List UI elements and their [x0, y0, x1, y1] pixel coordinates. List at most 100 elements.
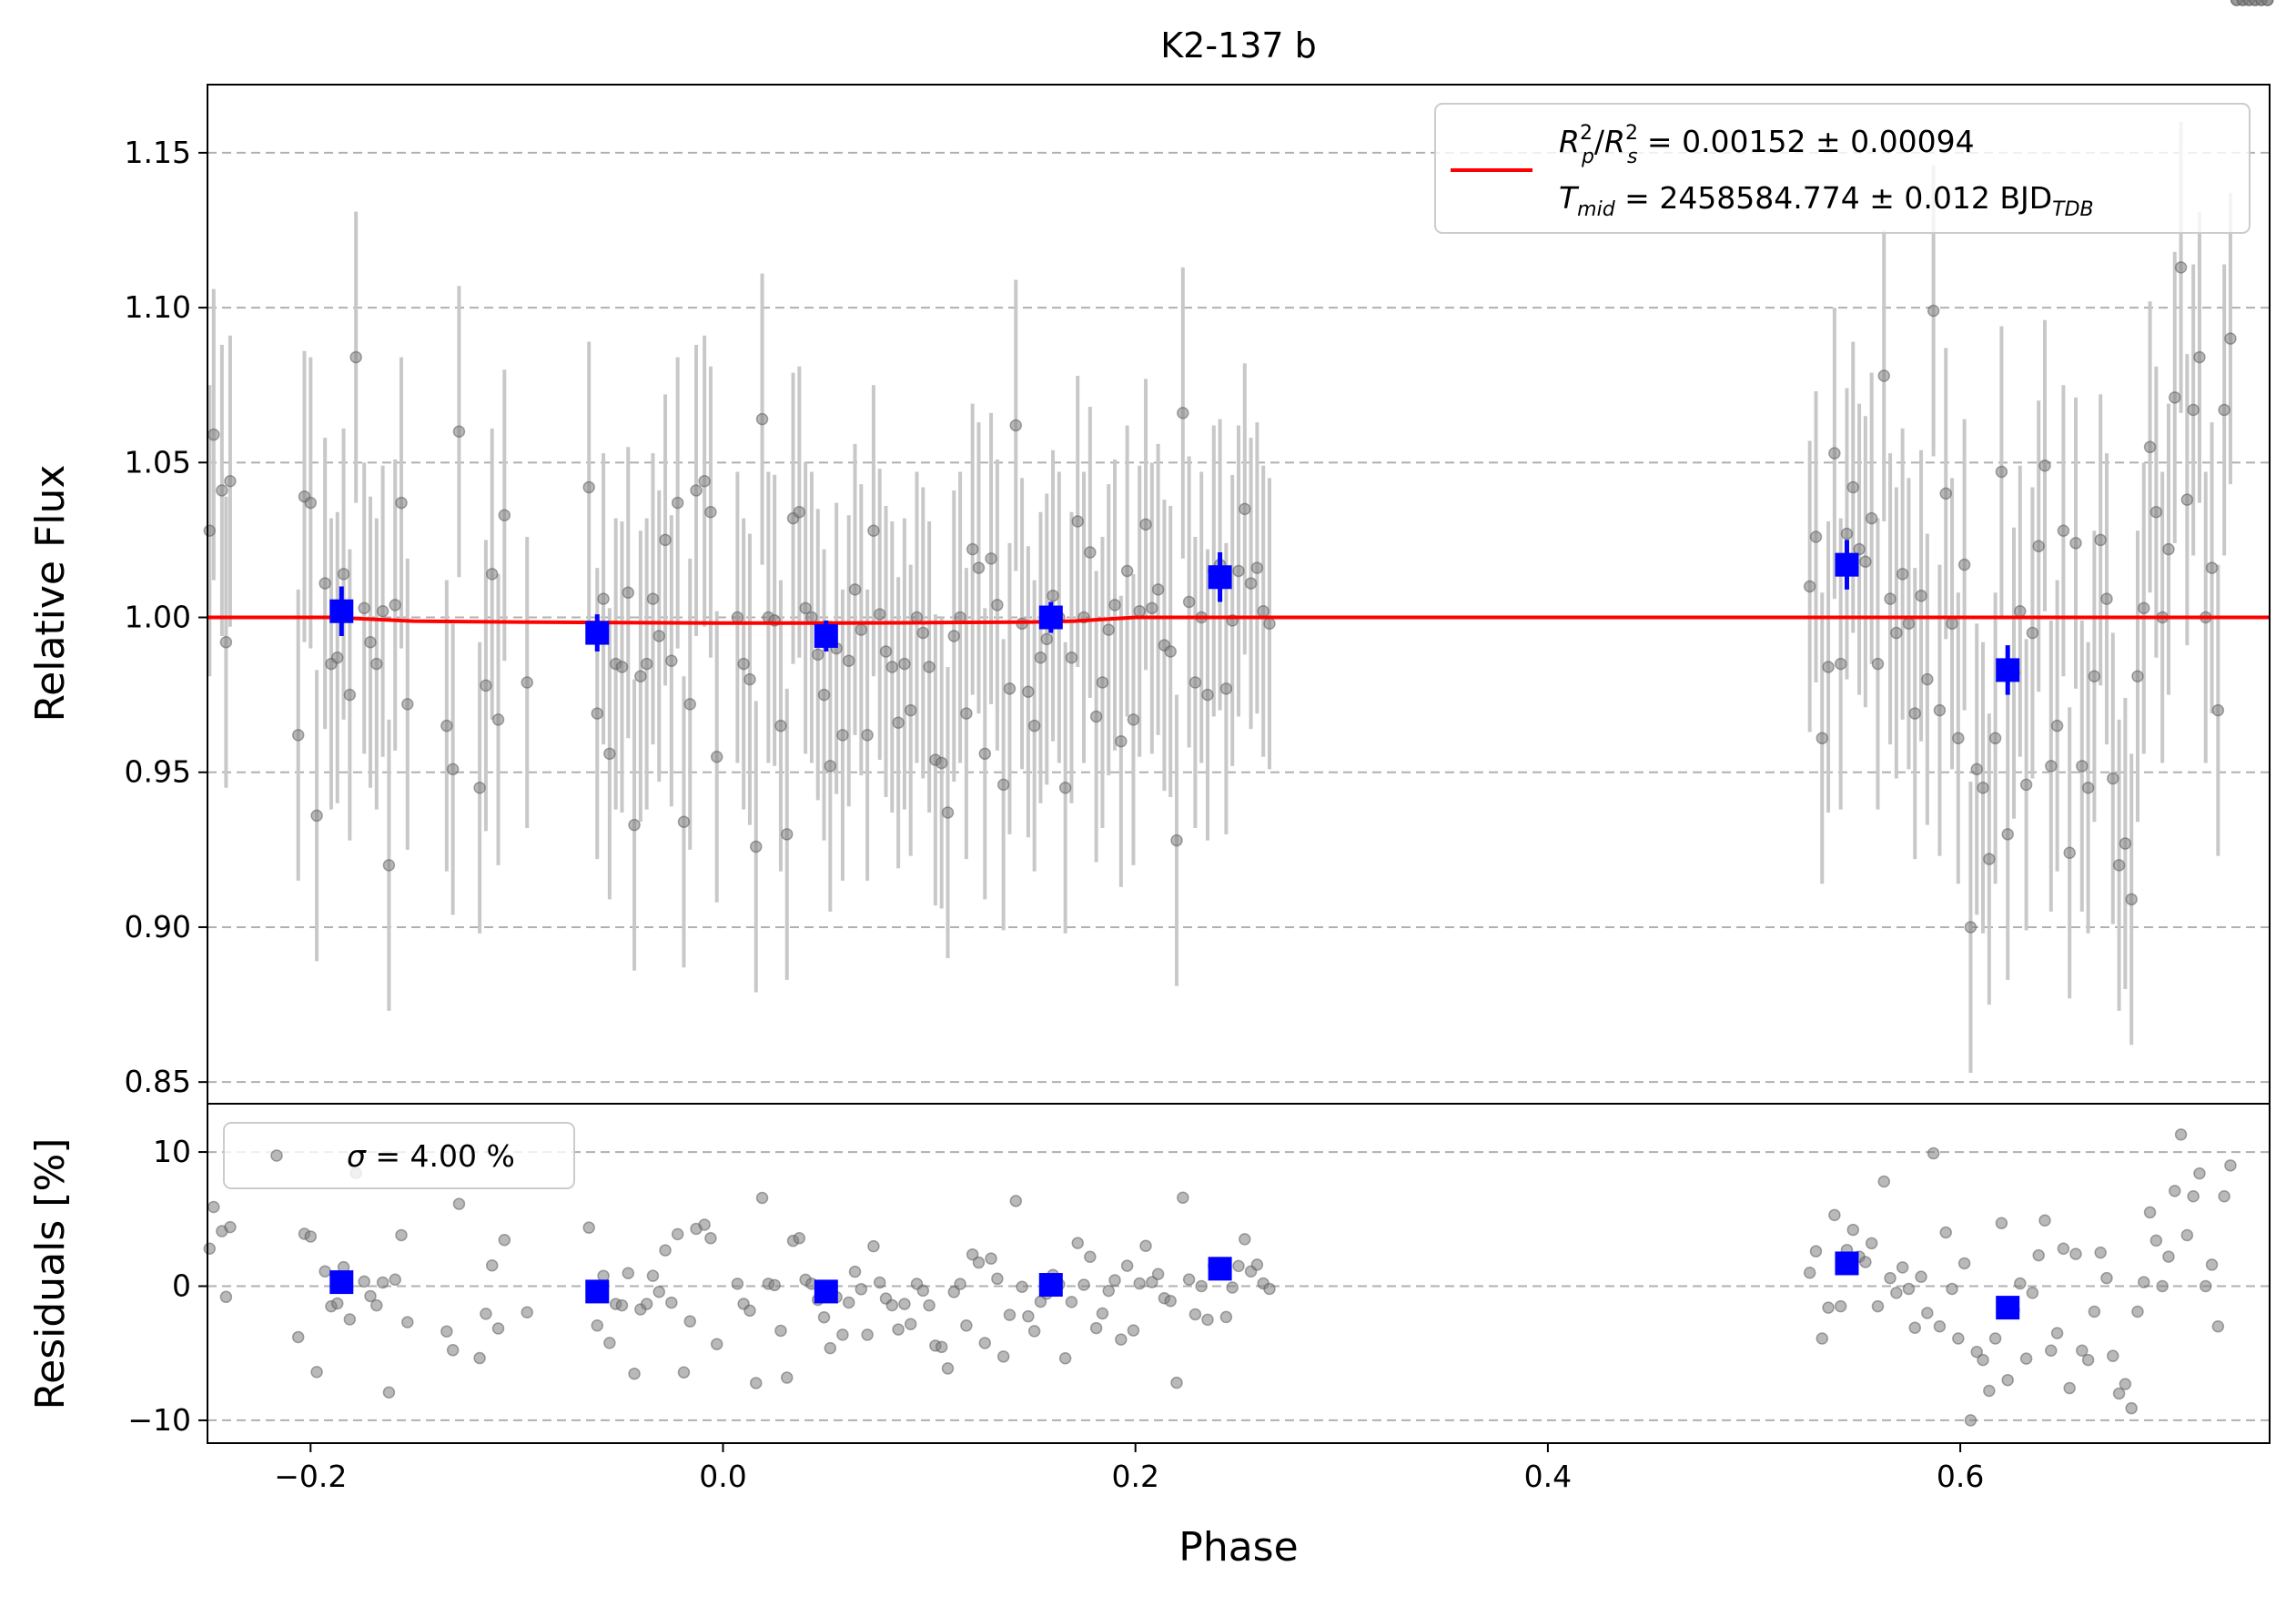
residual-point — [2211, 1319, 2225, 1333]
raw-point — [1219, 682, 1233, 695]
raw-point — [978, 747, 992, 761]
raw-point — [1089, 710, 1103, 723]
residual-point — [1902, 1282, 1916, 1296]
raw-point — [1127, 713, 1140, 726]
binned-residual — [1208, 1257, 1232, 1281]
top-y-tick-label: 1.15 — [125, 135, 191, 170]
residual-point — [941, 1362, 955, 1375]
residual-point — [2261, 0, 2274, 6]
residual-point — [947, 1286, 961, 1298]
residual-point — [1977, 1353, 1989, 1367]
residual-point — [343, 1313, 357, 1326]
raw-point — [867, 524, 880, 537]
residual-point — [622, 1267, 635, 1279]
residual-point — [1970, 1345, 1983, 1359]
raw-point — [947, 630, 961, 642]
residual-point — [1239, 1233, 1251, 1246]
residual-point — [1957, 1257, 1971, 1270]
residual-point — [1859, 1256, 1872, 1268]
residual-point — [842, 1296, 855, 1309]
residual-point — [440, 1325, 453, 1338]
binned-residual — [1038, 1273, 1063, 1298]
raw-point — [521, 676, 533, 689]
raw-point — [1065, 651, 1078, 664]
raw-point — [1040, 632, 1054, 646]
residual-point — [521, 1306, 533, 1318]
raw-point — [2088, 670, 2101, 682]
residual-point — [319, 1265, 331, 1278]
residual-point — [1809, 1245, 1823, 1258]
raw-point — [923, 661, 936, 673]
raw-point — [1803, 580, 1816, 593]
residual-point — [1182, 1273, 1196, 1286]
residual-point — [628, 1368, 641, 1380]
raw-point — [2162, 542, 2175, 556]
raw-point — [2069, 537, 2082, 550]
raw-point — [2169, 391, 2181, 404]
residual-point — [219, 1290, 233, 1304]
raw-point — [873, 608, 886, 621]
raw-point — [652, 630, 666, 642]
raw-point — [2211, 703, 2225, 717]
raw-point — [219, 636, 233, 649]
residual-point — [2193, 1167, 2206, 1180]
raw-point — [1952, 732, 1965, 745]
residual-point — [1164, 1294, 1177, 1308]
residual-point — [1803, 1267, 1816, 1279]
raw-point — [291, 729, 305, 742]
residual-point — [2076, 1344, 2089, 1358]
x-tick-label: 0.4 — [1524, 1459, 1572, 1494]
residual-point — [1933, 1319, 1947, 1333]
raw-point — [2026, 626, 2039, 640]
residual-point — [1089, 1321, 1103, 1335]
residual-point — [1195, 1279, 1208, 1293]
residual-point — [916, 1284, 930, 1298]
raw-point — [2001, 828, 2014, 841]
residual-point — [2069, 1247, 2082, 1260]
residual-point — [1964, 1414, 1977, 1427]
raw-point — [203, 524, 217, 537]
raw-point — [683, 698, 696, 711]
residual-point — [2174, 1128, 2188, 1141]
raw-point — [848, 583, 862, 596]
raw-point — [582, 480, 595, 494]
raw-point — [343, 688, 357, 702]
residual-point — [1009, 1195, 1023, 1207]
top-y-tick-label: 1.10 — [125, 289, 191, 325]
raw-point — [879, 645, 893, 658]
residual-point — [755, 1191, 769, 1205]
raw-point — [1933, 703, 1947, 717]
raw-point — [2014, 604, 2027, 618]
binned-residual — [1835, 1251, 1859, 1276]
raw-point — [1034, 651, 1047, 664]
raw-point — [737, 657, 750, 671]
residual-point — [836, 1328, 849, 1341]
residual-point — [485, 1259, 499, 1272]
residual-point — [1995, 1217, 2008, 1229]
residual-point — [1927, 1146, 1940, 1160]
x-tick-label: 0.0 — [699, 1459, 746, 1494]
residual-point — [2149, 1234, 2163, 1247]
raw-point — [2038, 459, 2051, 472]
raw-point — [440, 719, 453, 732]
residual-point — [2205, 1258, 2219, 1271]
raw-point — [916, 626, 930, 640]
raw-point — [1816, 732, 1829, 745]
residual-point — [780, 1371, 794, 1384]
residual-point — [1151, 1268, 1165, 1280]
raw-point — [2218, 403, 2230, 417]
raw-point — [698, 474, 711, 488]
raw-point — [2076, 760, 2089, 773]
binned-point — [1208, 565, 1232, 590]
legend-rp-rs: R2 p/R2 s = 0.00152 ± 0.00094 — [1559, 122, 1975, 168]
raw-point — [2019, 778, 2033, 792]
bottom-binned-residuals — [329, 1251, 2020, 1320]
raw-point — [2224, 332, 2237, 345]
raw-point — [1071, 515, 1085, 528]
raw-point — [861, 729, 874, 742]
residual-point — [1828, 1208, 1841, 1222]
residual-point — [603, 1337, 616, 1349]
residual-point — [978, 1337, 992, 1349]
residual-point — [2224, 1159, 2237, 1172]
residual-point — [750, 1377, 763, 1389]
